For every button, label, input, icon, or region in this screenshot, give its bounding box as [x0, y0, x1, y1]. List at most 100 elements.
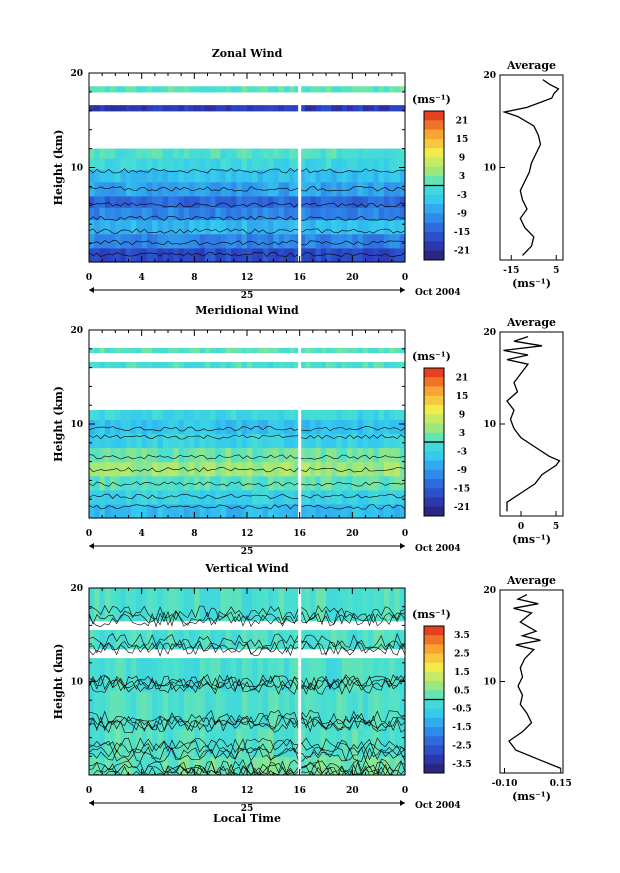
heatmap-cell: [357, 409, 364, 420]
heatmap-cell: [278, 181, 285, 197]
heatmap-cell: [289, 207, 295, 221]
heatmap-cell: [362, 148, 369, 159]
heatmap-cell: [131, 148, 137, 159]
heatmap-cell: [215, 658, 222, 692]
heatmap-cell: [131, 361, 137, 369]
date-bar-arrow-right: [400, 543, 405, 549]
heatmap-cell: [341, 86, 348, 93]
heatmap-cell: [289, 489, 295, 505]
heatmap-cell: [304, 461, 311, 477]
heatmap-cell: [294, 195, 301, 208]
heatmap-cell: [215, 207, 222, 221]
heatmap-cell: [273, 247, 280, 263]
heatmap-cell: [389, 181, 396, 197]
heatmap-cell: [120, 219, 127, 235]
heatmap-cell: [125, 195, 132, 208]
heatmap-cell: [373, 169, 380, 183]
y-tick-label: 20: [70, 584, 83, 594]
heatmap-cell: [252, 588, 259, 622]
contour-line: [88, 678, 406, 695]
y-tick-label: 20: [70, 326, 83, 336]
heatmap-cell: [131, 447, 137, 463]
heatmap-cell: [336, 489, 343, 505]
heatmap-cell: [315, 158, 322, 170]
heatmap-cell: [310, 409, 317, 420]
heatmap-cell: [115, 503, 122, 519]
date-bar-arrow-left: [89, 543, 94, 549]
heatmap-cell: [162, 588, 169, 622]
heatmap-cell: [389, 169, 396, 183]
average-profile-line: [508, 594, 562, 770]
heatmap-cell: [204, 756, 211, 776]
heatmap-cell: [336, 419, 343, 434]
heatmap-cell: [278, 503, 285, 519]
heatmap-cell: [99, 503, 106, 519]
heatmap-cell: [125, 86, 132, 93]
heatmap-cell: [168, 233, 174, 249]
heatmap-cell: [299, 181, 306, 197]
heatmap-cell: [115, 409, 122, 420]
heatmap-cell: [278, 409, 285, 420]
heatmap-cell: [241, 169, 248, 183]
heatmap-cell: [310, 195, 317, 208]
heatmap-cell: [152, 195, 159, 208]
heatmap-cell: [231, 247, 238, 263]
heatmap-cell: [173, 409, 180, 420]
heatmap-cell: [378, 219, 385, 235]
heatmap-cell: [310, 447, 317, 463]
x-tick-label: 20: [346, 786, 359, 796]
average-x-tick-label: 5: [553, 266, 559, 276]
heatmap-cell: [310, 207, 317, 221]
heatmap-cell: [231, 630, 238, 650]
heatmap-cell: [299, 195, 306, 208]
heatmap-cell: [368, 158, 374, 170]
heatmap-cell: [104, 233, 111, 249]
colorbar-segment: [424, 157, 444, 168]
heatmap-cell: [141, 181, 148, 197]
heatmap-cell: [347, 419, 353, 434]
contour-line: [88, 493, 406, 500]
heatmap-cell: [125, 690, 132, 729]
heatmap-cell: [294, 419, 301, 434]
heatmap-cell: [373, 409, 380, 420]
date-suffix: Oct 2004: [415, 801, 461, 811]
colorbar-segment: [424, 111, 444, 121]
contour-line: [88, 186, 406, 192]
heatmap-cell: [262, 690, 269, 729]
heatmap-cell: [278, 419, 285, 434]
heatmap-cell: [210, 86, 216, 93]
heatmap-cell: [136, 158, 143, 170]
heatmap-cell: [110, 105, 116, 112]
heatmap-cell: [225, 158, 232, 170]
date-label: 25: [241, 291, 254, 301]
heatmap-cell: [194, 588, 201, 622]
heatmap-cell: [399, 361, 406, 369]
heatmap-cell: [215, 105, 222, 112]
heatmap-cell: [368, 728, 374, 757]
heatmap-cell: [236, 195, 243, 208]
heatmap-cell: [299, 148, 306, 159]
heatmap-cell: [399, 461, 406, 477]
heatmap-cell: [120, 756, 127, 776]
heatmap-cell: [262, 461, 269, 477]
heatmap-cell: [394, 219, 401, 235]
heatmap-cell: [283, 503, 290, 519]
heatmap-cell: [294, 148, 301, 159]
heatmap-cell: [399, 219, 406, 235]
colorbar-tick-label: 15: [456, 392, 469, 402]
heatmap-cell: [162, 503, 169, 519]
heatmap-cell: [283, 588, 290, 622]
heatmap-cell: [89, 169, 95, 183]
heatmap-cell: [136, 728, 143, 757]
heatmap-cell: [352, 219, 359, 235]
heatmap-cell: [136, 233, 143, 249]
contour-line: [88, 714, 406, 731]
heatmap-cell: [326, 219, 332, 235]
heatmap-cell: [136, 658, 143, 692]
heatmap-cell: [199, 181, 206, 197]
heatmap-cell: [236, 86, 243, 93]
heatmap-cell: [110, 588, 116, 622]
heatmap-cell: [99, 233, 106, 249]
heatmap-cell: [104, 347, 111, 354]
heatmap-cell: [347, 433, 353, 449]
